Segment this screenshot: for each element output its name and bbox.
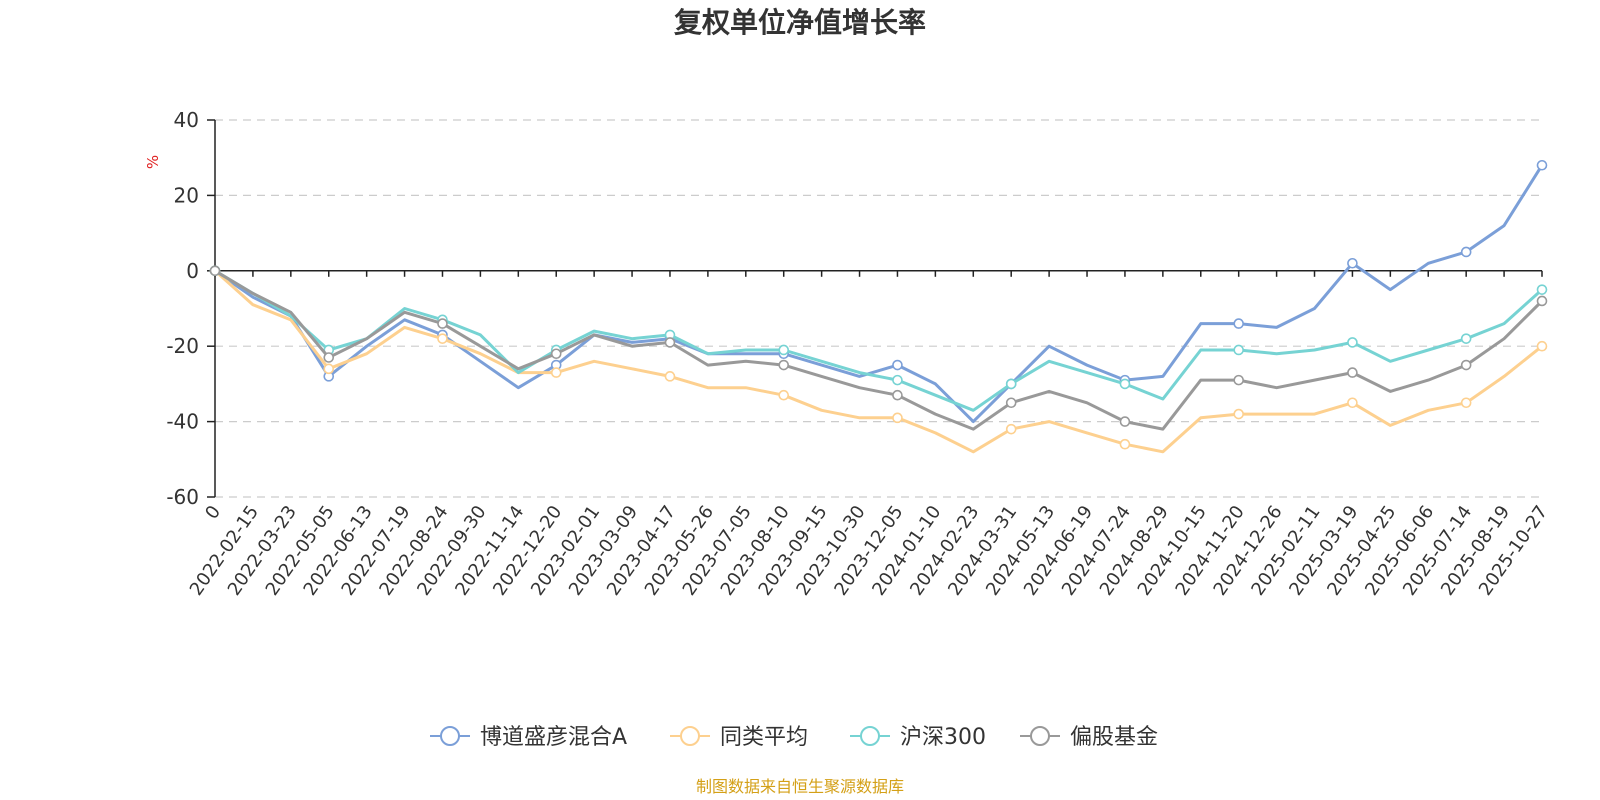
data-point — [892, 374, 903, 386]
grid-lines — [215, 119, 1542, 498]
data-point — [550, 367, 562, 378]
data-point — [1347, 337, 1358, 348]
legend[interactable]: 博道盛彦混合A 同类平均 沪深300 偏股基金 — [430, 725, 1158, 750]
legend-item[interactable]: 同类平均 — [670, 725, 808, 750]
data-point — [1005, 423, 1017, 435]
data-point — [1119, 438, 1131, 450]
data-point — [209, 265, 221, 277]
data-point — [1347, 367, 1358, 378]
series-3 — [209, 265, 1548, 412]
data-point — [437, 333, 448, 344]
data-point — [1233, 318, 1244, 329]
legend-item[interactable]: 偏股基金 — [1020, 725, 1158, 750]
legend-circle-icon — [680, 726, 700, 746]
data-point — [1233, 344, 1244, 356]
data-point — [1233, 374, 1244, 386]
y-tick-label: 20 — [174, 183, 199, 207]
data-point — [778, 344, 790, 356]
legend-circle-icon — [1030, 726, 1050, 746]
data-point — [323, 363, 335, 375]
axes — [214, 120, 1543, 497]
data-point — [1460, 246, 1472, 258]
y-axis-unit: % — [144, 155, 162, 169]
data-point — [1347, 397, 1358, 409]
data-point — [1005, 378, 1017, 390]
data-point — [550, 348, 562, 360]
series-lines — [209, 159, 1548, 454]
data-point — [1536, 284, 1548, 295]
data-point — [1233, 408, 1244, 420]
data-point — [664, 337, 676, 348]
series-line — [213, 269, 1544, 454]
y-tick-label: -20 — [166, 334, 199, 358]
legend-circle-icon — [440, 726, 460, 746]
legend-label: 同类平均 — [720, 725, 808, 750]
data-point — [778, 359, 790, 371]
x-tick-labels: 02022-02-152022-03-232022-05-052022-06-1… — [186, 502, 1552, 600]
y-tick-label: -60 — [166, 485, 199, 509]
data-point — [1536, 295, 1548, 307]
data-point — [323, 352, 335, 363]
data-point — [892, 389, 903, 401]
data-point — [1005, 397, 1017, 409]
y-tick-label: -40 — [166, 410, 199, 434]
y-tick-label: 40 — [174, 108, 199, 132]
data-point — [1460, 333, 1472, 344]
data-source-note: 制图数据来自恒生聚源数据库 — [696, 777, 904, 796]
data-point — [892, 412, 903, 424]
series-1 — [209, 159, 1548, 424]
legend-item[interactable]: 沪深300 — [850, 725, 986, 750]
legend-label: 沪深300 — [900, 725, 986, 750]
data-point — [1347, 257, 1358, 269]
chart-title: 复权单位净值增长率 — [674, 6, 926, 39]
legend-label: 博道盛彦混合A — [480, 725, 627, 750]
legend-item[interactable]: 博道盛彦混合A — [430, 725, 627, 750]
data-point — [1536, 159, 1548, 171]
legend-label: 偏股基金 — [1070, 725, 1158, 750]
data-point — [1119, 378, 1131, 390]
series-2 — [209, 265, 1548, 454]
data-point — [437, 318, 448, 329]
data-point — [892, 359, 903, 371]
data-point — [1460, 359, 1472, 371]
data-point — [1460, 397, 1472, 409]
x-tick-label: 0 — [201, 502, 225, 523]
y-tick-label: 0 — [186, 259, 199, 283]
y-tick-labels: 40 20 0 -20 -40 -60 — [166, 108, 215, 509]
series-line — [213, 269, 1544, 412]
data-point — [1119, 416, 1131, 427]
legend-circle-icon — [860, 726, 880, 746]
data-point — [778, 389, 790, 401]
series-line — [213, 269, 1544, 431]
series-4 — [209, 265, 1548, 431]
data-point — [664, 371, 676, 382]
series-line — [213, 163, 1544, 424]
data-point — [1536, 340, 1548, 352]
